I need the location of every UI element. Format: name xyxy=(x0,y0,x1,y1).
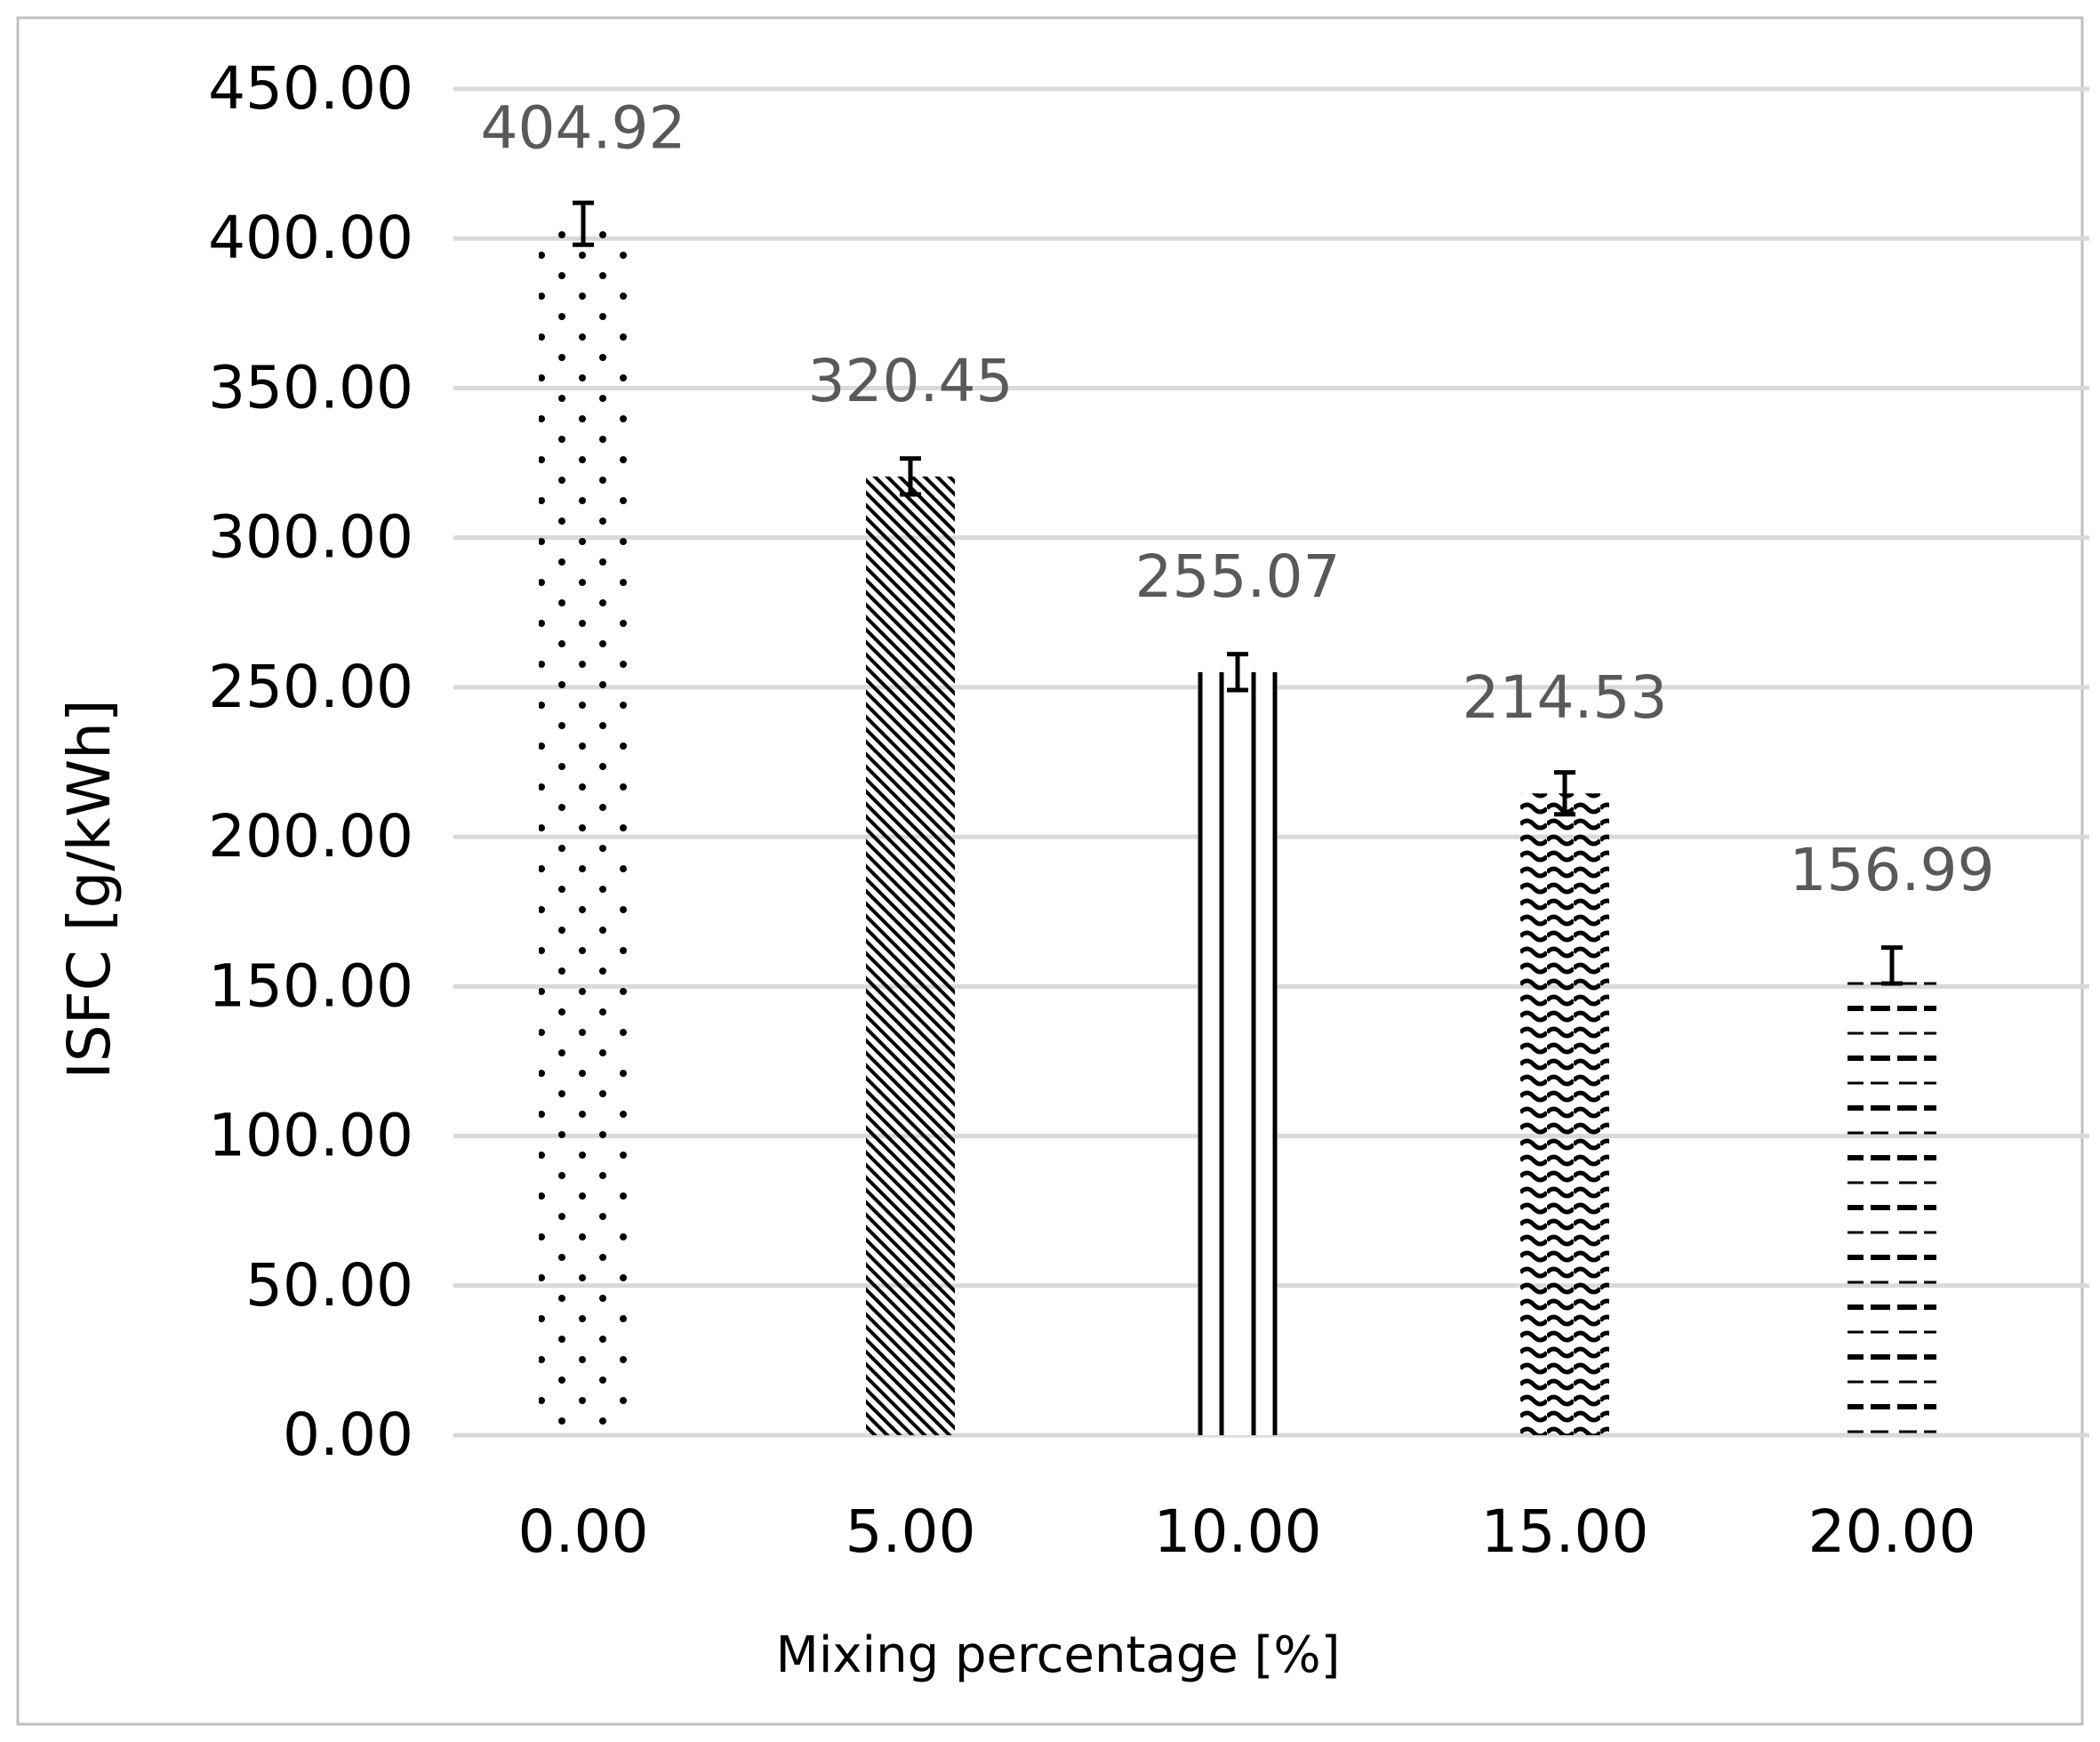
x-tick-label: 5.00 xyxy=(846,1497,976,1566)
data-label: 214.53 xyxy=(1463,663,1668,732)
y-tick-label: 200.00 xyxy=(208,802,413,871)
bar xyxy=(866,476,955,1435)
y-tick-label: 450.00 xyxy=(208,54,413,123)
y-tick-label: 350.00 xyxy=(208,353,413,421)
y-axis-title: ISFC [g/kWh] xyxy=(55,699,124,1079)
chart-frame xyxy=(16,16,2084,1726)
y-tick-label: 50.00 xyxy=(245,1251,413,1320)
data-label: 255.07 xyxy=(1135,542,1341,611)
x-tick-label: 0.00 xyxy=(518,1497,649,1566)
x-tick-label: 10.00 xyxy=(1154,1497,1322,1566)
error-bar xyxy=(1881,945,1903,986)
x-tick-label: 15.00 xyxy=(1481,1497,1649,1566)
bar xyxy=(1198,671,1278,1435)
error-bar xyxy=(900,456,921,497)
x-tick-label: 20.00 xyxy=(1808,1497,1976,1566)
data-label: 320.45 xyxy=(808,347,1014,415)
error-bar xyxy=(573,200,594,247)
error-bar xyxy=(1554,770,1575,817)
x-axis-title: Mixing percentage [%] xyxy=(776,1626,1341,1684)
bar xyxy=(539,223,628,1435)
y-tick-label: 100.00 xyxy=(208,1102,413,1170)
error-bar xyxy=(1227,652,1248,693)
data-label: 156.99 xyxy=(1790,836,1995,904)
y-tick-label: 150.00 xyxy=(208,951,413,1020)
y-tick-label: 250.00 xyxy=(208,653,413,721)
y-tick-label: 400.00 xyxy=(208,204,413,272)
bar xyxy=(1520,793,1609,1435)
y-tick-label: 300.00 xyxy=(208,503,413,572)
data-label: 404.92 xyxy=(481,94,686,163)
y-tick-label: 0.00 xyxy=(283,1401,413,1469)
bar xyxy=(1848,965,1936,1435)
